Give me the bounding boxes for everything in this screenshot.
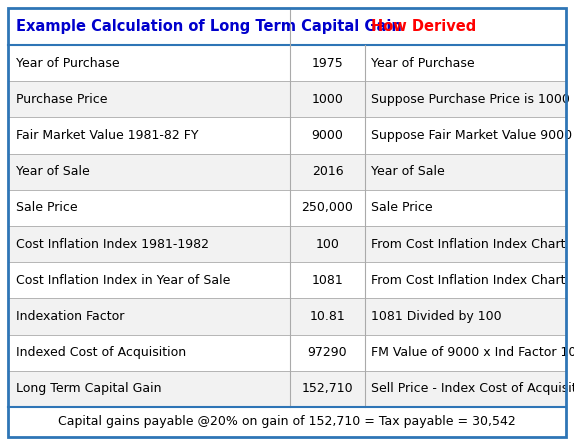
- Text: How Derived: How Derived: [371, 19, 476, 34]
- Text: Sale Price: Sale Price: [16, 202, 77, 214]
- Text: 152,710: 152,710: [302, 382, 353, 396]
- Text: 1081 Divided by 100: 1081 Divided by 100: [371, 310, 502, 323]
- Text: FM Value of 9000 x Ind Factor 10.81: FM Value of 9000 x Ind Factor 10.81: [371, 346, 574, 359]
- Bar: [8, 226, 566, 262]
- Text: Sale Price: Sale Price: [371, 202, 433, 214]
- Text: Indexed Cost of Acquisition: Indexed Cost of Acquisition: [16, 346, 186, 359]
- Text: 2016: 2016: [312, 165, 343, 178]
- Text: From Cost Inflation Index Chart: From Cost Inflation Index Chart: [371, 274, 565, 287]
- Text: Year of Purchase: Year of Purchase: [371, 57, 475, 69]
- Text: Year of Sale: Year of Sale: [16, 165, 90, 178]
- Text: 100: 100: [316, 238, 339, 251]
- Text: Fair Market Value 1981-82 FY: Fair Market Value 1981-82 FY: [16, 129, 199, 142]
- Bar: [8, 371, 566, 407]
- Text: 250,000: 250,000: [301, 202, 354, 214]
- Text: 1000: 1000: [312, 93, 343, 106]
- Text: Year of Purchase: Year of Purchase: [16, 57, 119, 69]
- Bar: [8, 117, 566, 154]
- Text: From Cost Inflation Index Chart: From Cost Inflation Index Chart: [371, 238, 565, 251]
- Bar: [8, 8, 566, 45]
- Text: 97290: 97290: [308, 346, 347, 359]
- Bar: [8, 335, 566, 371]
- Bar: [8, 81, 566, 117]
- Text: Year of Sale: Year of Sale: [371, 165, 445, 178]
- Text: Cost Inflation Index in Year of Sale: Cost Inflation Index in Year of Sale: [16, 274, 230, 287]
- Text: 1081: 1081: [312, 274, 343, 287]
- Text: Suppose Fair Market Value 9000: Suppose Fair Market Value 9000: [371, 129, 572, 142]
- Bar: [8, 262, 566, 299]
- Bar: [8, 190, 566, 226]
- Text: Suppose Purchase Price is 1000: Suppose Purchase Price is 1000: [371, 93, 570, 106]
- Text: Purchase Price: Purchase Price: [16, 93, 107, 106]
- Text: Indexation Factor: Indexation Factor: [16, 310, 125, 323]
- Text: Capital gains payable @20% on gain of 152,710 = Tax payable = 30,542: Capital gains payable @20% on gain of 15…: [58, 416, 516, 429]
- Text: 9000: 9000: [312, 129, 343, 142]
- Text: 1975: 1975: [312, 57, 343, 69]
- Bar: [8, 407, 566, 437]
- Text: Long Term Capital Gain: Long Term Capital Gain: [16, 382, 161, 396]
- Bar: [8, 299, 566, 335]
- Text: Example Calculation of Long Term Capital Gain: Example Calculation of Long Term Capital…: [16, 19, 402, 34]
- Bar: [8, 154, 566, 190]
- Bar: [8, 45, 566, 81]
- Text: Cost Inflation Index 1981-1982: Cost Inflation Index 1981-1982: [16, 238, 209, 251]
- Text: 10.81: 10.81: [309, 310, 346, 323]
- Text: Sell Price - Index Cost of Acquisition: Sell Price - Index Cost of Acquisition: [371, 382, 574, 396]
